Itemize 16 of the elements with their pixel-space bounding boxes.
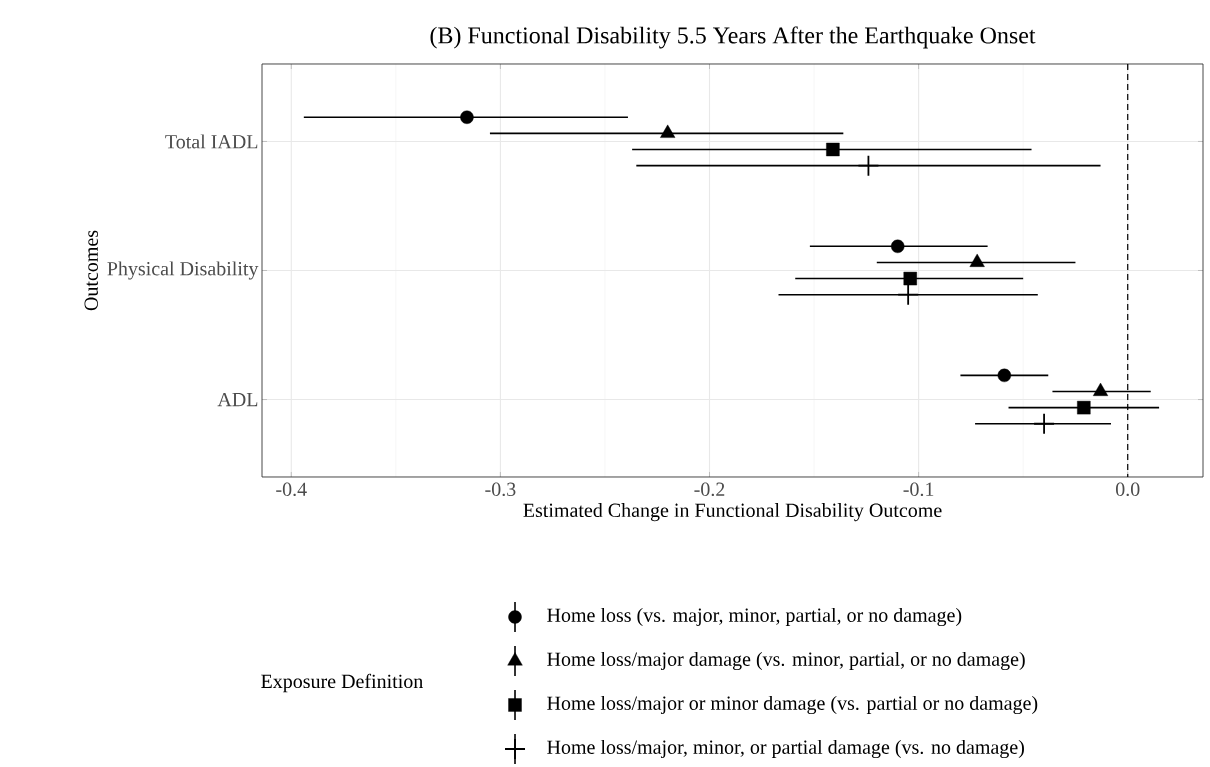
legend-label: Home loss/major or minor damage (vs. partial or no damage) [547,695,1038,715]
x-tick-label: 0.0 [1115,482,1140,497]
x-tick-label: -0.1 [903,482,934,497]
legend-title: Exposure Definition [261,673,423,693]
y-tick-label: ADL [217,392,258,407]
x-tick-label: -0.4 [276,482,307,497]
legend-label: Home loss/major, minor, or partial damage (vs. no damage) [547,739,1024,759]
legend-label: Home loss (vs. major, minor, partial, or no damage) [547,607,962,627]
legend-label: Home loss/major damage (vs. minor, partial, or no damage) [547,651,1025,671]
y-tick-label: Total IADL [165,134,258,149]
x-tick-label: -0.3 [485,482,516,497]
x-tick-label: -0.2 [694,482,725,497]
x-axis-title: Estimated Change in Functional Disability Outcome [523,502,942,522]
y-axis-title: Outcomes [84,230,98,311]
chart-title: (B) Functional Disability 5.5 Years After the Earthquake Onset [430,26,1036,49]
y-tick-label: Physical Disability [107,261,259,280]
